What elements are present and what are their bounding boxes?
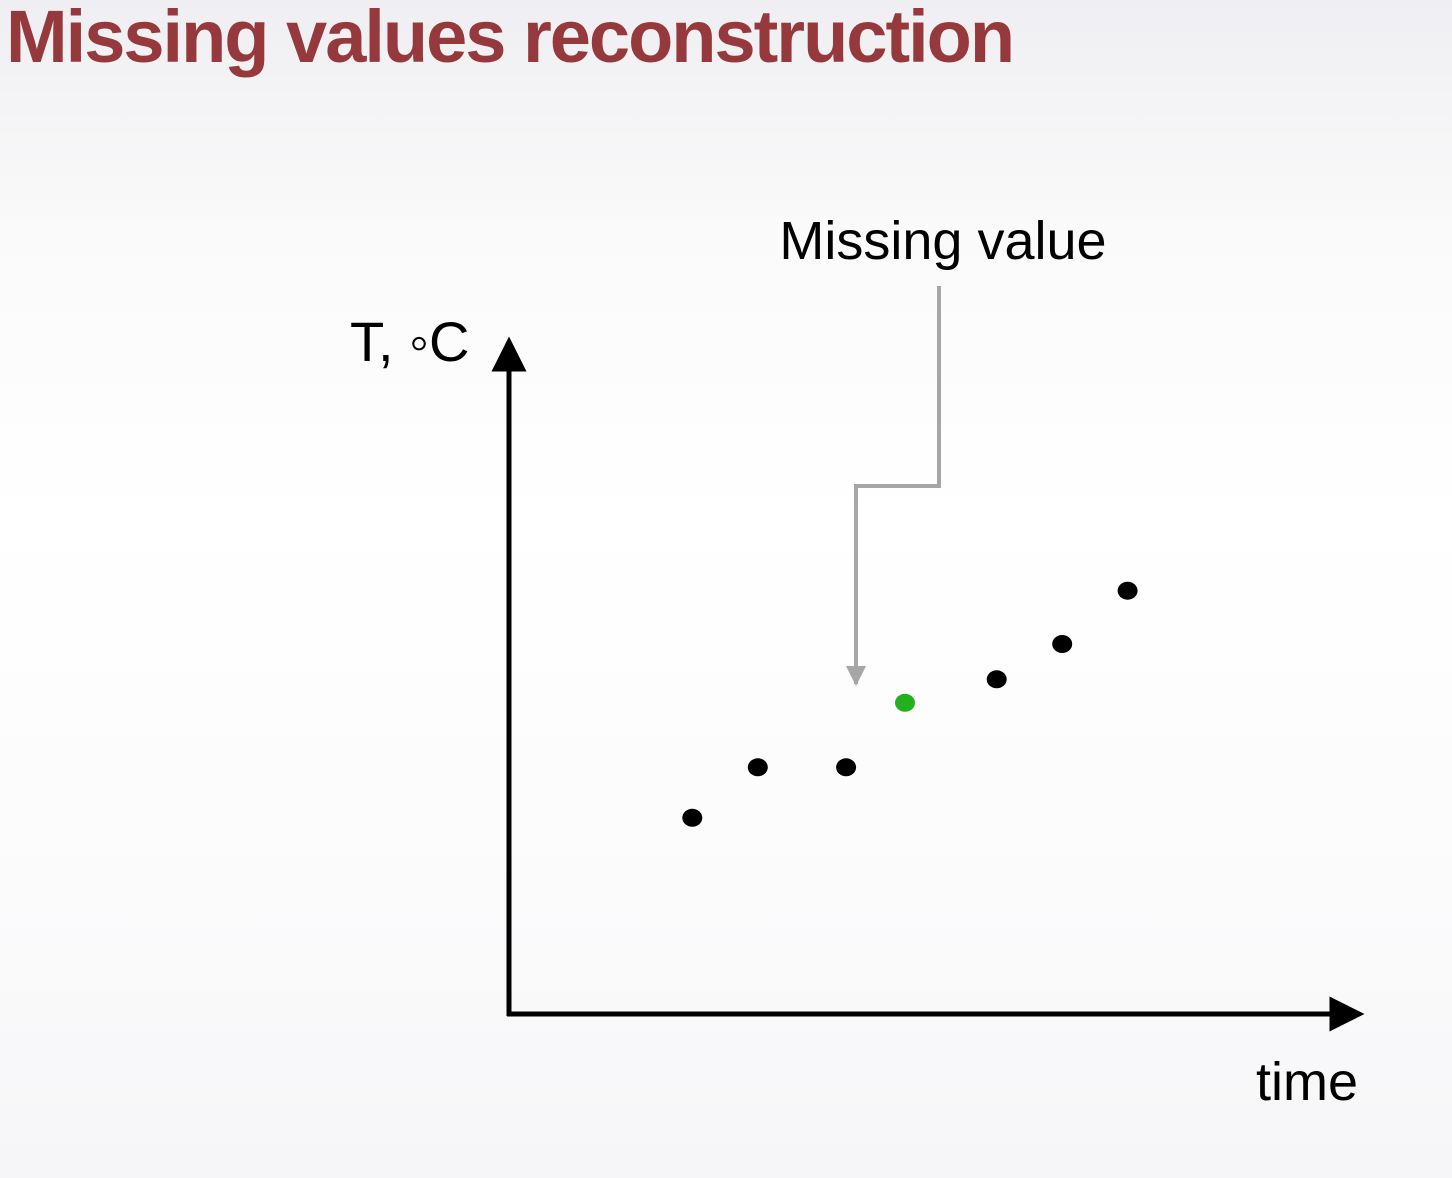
missing-data-point [895,693,915,712]
annotation-label: Missing value [779,211,1106,271]
y-axis-label: T, ◦C [350,310,469,373]
slide-title: Missing values reconstruction [6,0,1015,78]
data-point-3 [836,758,857,777]
data-point-1 [682,808,703,827]
data-point-5 [986,670,1007,689]
data-point-7 [1117,581,1138,600]
x-axis-label: time [1256,1052,1358,1112]
data-point-6 [1052,635,1073,653]
data-point-2 [747,758,768,777]
data-points [682,581,1138,827]
annotation-leader-line [846,286,941,686]
